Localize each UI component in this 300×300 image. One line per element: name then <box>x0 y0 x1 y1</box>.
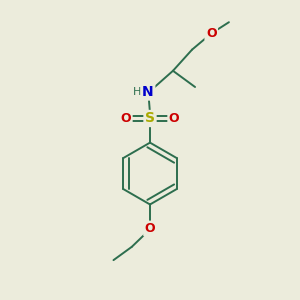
Text: O: O <box>121 112 131 125</box>
Text: O: O <box>145 222 155 235</box>
Text: S: S <box>145 112 155 125</box>
Text: N: N <box>142 85 154 99</box>
Text: O: O <box>169 112 179 125</box>
Text: H: H <box>133 87 142 97</box>
Text: O: O <box>206 27 217 40</box>
